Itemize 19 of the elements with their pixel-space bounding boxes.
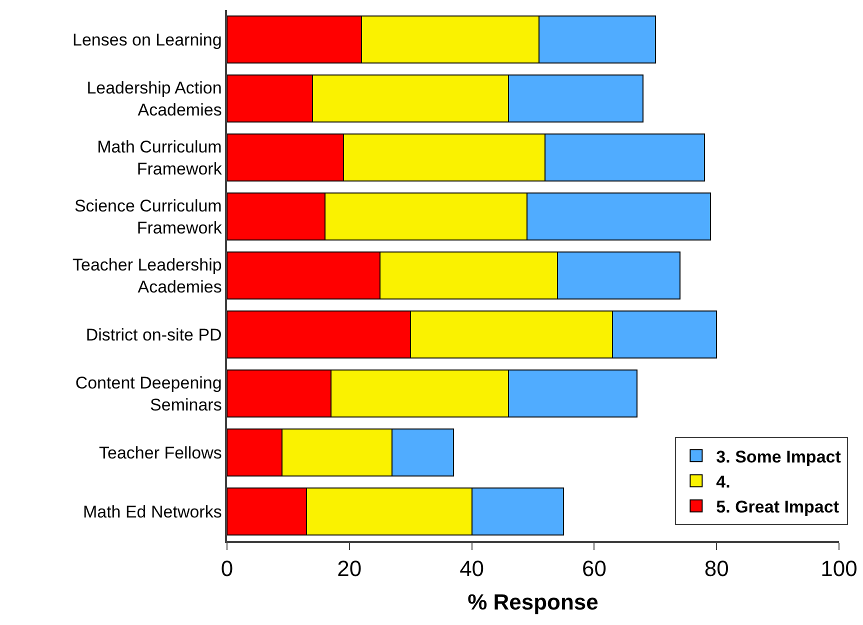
x-tick-label: 80	[704, 556, 729, 582]
legend-label: 4.	[716, 472, 730, 492]
y-tick-label: Math Ed Networks	[82, 502, 222, 522]
x-tick-label: 0	[220, 556, 234, 582]
legend-label: 5. Great Impact	[716, 497, 840, 516]
x-tick-label: 100	[820, 556, 858, 582]
x-tick-label: 40	[460, 556, 484, 582]
y-tick-label: Math Curriculum Framework	[97, 137, 222, 178]
x-axis-title: % Response	[468, 590, 598, 615]
y-tick-label: Content Deepening Seminars	[75, 373, 222, 414]
y-tick-label: Teacher Leadership Academies	[72, 255, 222, 296]
x-tick-label: 20	[337, 556, 362, 582]
legend-label: 3. Some Impact	[716, 447, 842, 466]
y-tick-label: Teacher Fellows	[99, 443, 222, 462]
y-tick-label: Lenses on Learning	[72, 30, 222, 50]
y-tick-label: Leadership Action Academies	[86, 78, 222, 120]
y-tick-label: District on-site PD	[86, 325, 222, 344]
y-tick-label: Science Curriculum Framework	[74, 196, 222, 238]
x-tick-label: 60	[582, 556, 606, 582]
